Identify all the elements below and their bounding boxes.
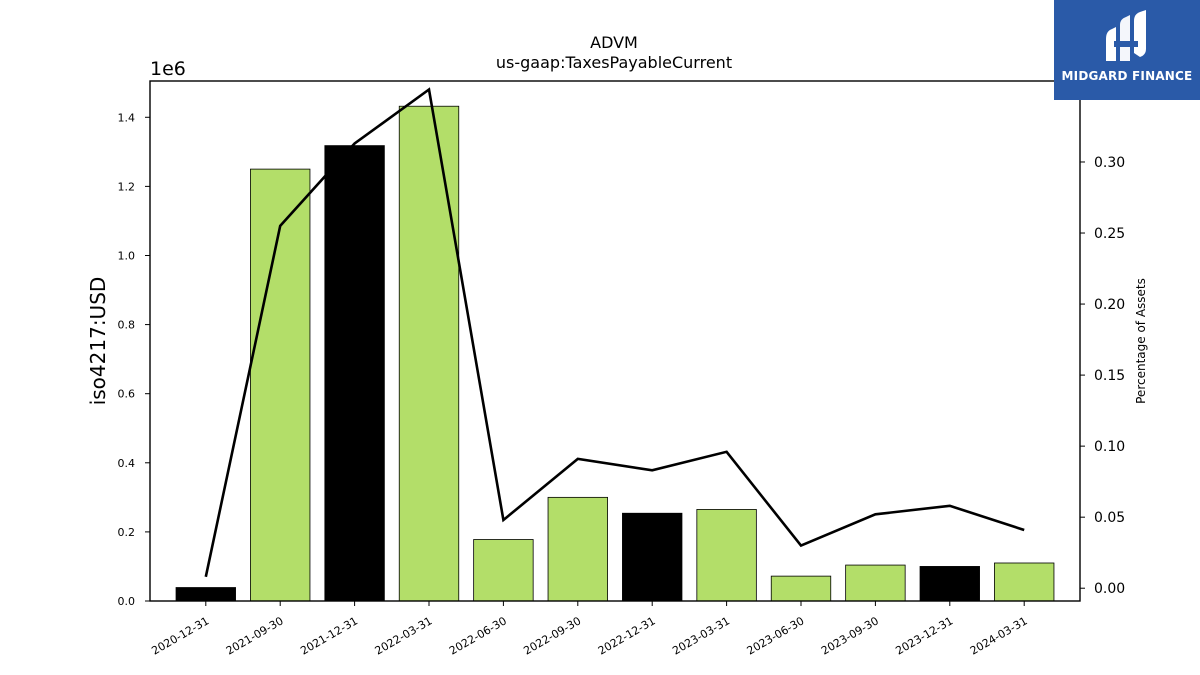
line-group — [204, 87, 1025, 578]
bar — [250, 168, 311, 602]
x-tick-label: 2020-12-31 — [149, 614, 211, 657]
y2-tick-label: 0.20 — [1094, 297, 1125, 313]
y2-tick-label: 0.25 — [1094, 226, 1125, 242]
y2-tick-label: 0.10 — [1094, 439, 1125, 455]
bar — [398, 105, 460, 602]
chart-subtitle: us-gaap:TaxesPayableCurrent — [496, 53, 732, 72]
bar — [845, 564, 906, 602]
x-tick-label: 2021-12-31 — [298, 614, 360, 657]
bar — [324, 145, 385, 602]
bars-group — [175, 105, 1055, 602]
x-tick-label: 2022-06-30 — [447, 614, 509, 657]
bar — [175, 587, 236, 602]
x-tick-label: 2024-03-31 — [968, 614, 1030, 657]
x-tick-label: 2022-09-30 — [521, 614, 583, 657]
x-tick-label: 2023-09-30 — [819, 614, 881, 657]
x-tick-label: 2021-09-30 — [224, 614, 286, 657]
y-tick-label: 1.2 — [118, 180, 136, 193]
midgard-logo-icon — [1106, 10, 1146, 61]
y-tick-label: 0.8 — [118, 319, 136, 332]
bar — [919, 566, 980, 602]
y-tick-label: 0.2 — [118, 526, 136, 539]
bar — [473, 539, 534, 602]
y2-tick-label: 0.00 — [1094, 581, 1125, 597]
y-axis-label: iso4217:USD — [86, 277, 110, 406]
plot-frame — [149, 80, 1081, 602]
y-tick-label: 0.4 — [118, 457, 136, 470]
bar — [622, 512, 683, 602]
bar — [994, 562, 1055, 602]
bar — [547, 496, 608, 602]
y-tick-label: 1.0 — [118, 249, 136, 262]
y-tick-label: 0.0 — [118, 595, 136, 608]
y2-axis-label: Percentage of Assets — [1134, 278, 1148, 404]
midgard-finance-logo: MIDGARD FINANCE — [1054, 0, 1200, 100]
x-tick-label: 2022-03-31 — [373, 614, 435, 657]
x-tick-label: 2023-03-31 — [670, 614, 732, 657]
chart-title: ADVM — [590, 33, 638, 52]
y2-tick-label: 0.30 — [1094, 155, 1125, 171]
bar — [696, 509, 757, 602]
y-tick-label: 0.6 — [118, 388, 136, 401]
percentage-line — [204, 87, 1025, 578]
y2-tick-label: 0.15 — [1094, 368, 1125, 384]
y-axis-offset: 1e6 — [150, 58, 186, 80]
bar — [770, 575, 832, 602]
y2-tick-label: 0.05 — [1094, 510, 1125, 526]
y-tick-label: 1.4 — [118, 111, 136, 124]
x-tick-label: 2023-06-30 — [745, 614, 807, 657]
x-tick-label: 2022-12-31 — [596, 614, 658, 657]
logo-text: MIDGARD FINANCE — [1061, 69, 1193, 83]
x-tick-label: 2023-12-31 — [893, 614, 955, 657]
